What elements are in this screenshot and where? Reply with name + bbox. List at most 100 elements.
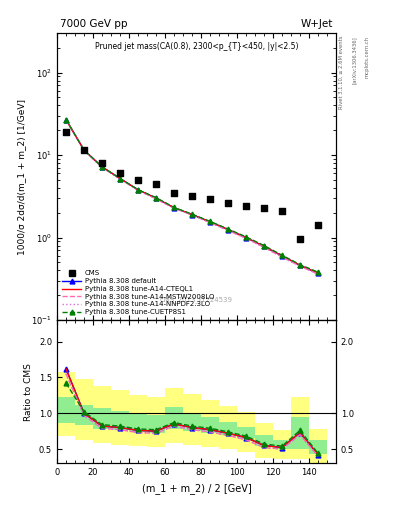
Pythia 8.308 tune-A14-MSTW2008LO xyxy=(136,187,140,193)
Line: Pythia 8.308 tune-A14-MSTW2008LO: Pythia 8.308 tune-A14-MSTW2008LO xyxy=(66,119,318,274)
Pythia 8.308 default xyxy=(298,262,302,268)
Pythia 8.308 default xyxy=(82,147,86,153)
CMS xyxy=(135,176,141,184)
Pythia 8.308 tune-A14-CTEQL1 xyxy=(190,211,195,218)
Text: Pruned jet mass(CA(0.8), 2300<p_{T}<450, |y|<2.5): Pruned jet mass(CA(0.8), 2300<p_{T}<450,… xyxy=(95,42,298,51)
CMS xyxy=(63,128,69,136)
CMS xyxy=(189,192,195,200)
Pythia 8.308 tune-A14-NNPDF2.3LO xyxy=(316,271,320,277)
Pythia 8.308 tune-A14-MSTW2008LO xyxy=(244,235,248,241)
Pythia 8.308 tune-CUETP8S1 xyxy=(208,218,212,224)
Pythia 8.308 tune-A14-CTEQL1 xyxy=(262,243,266,249)
CMS xyxy=(297,236,303,244)
Pythia 8.308 tune-CUETP8S1 xyxy=(136,187,140,193)
Pythia 8.308 tune-A14-MSTW2008LO xyxy=(226,227,230,233)
Pythia 8.308 tune-A14-CTEQL1 xyxy=(316,270,320,276)
CMS xyxy=(261,204,267,212)
Pythia 8.308 tune-A14-MSTW2008LO xyxy=(100,164,105,170)
Pythia 8.308 tune-A14-CTEQL1 xyxy=(118,176,122,182)
Pythia 8.308 tune-CUETP8S1 xyxy=(244,234,248,240)
CMS xyxy=(207,195,213,203)
Pythia 8.308 tune-A14-NNPDF2.3LO xyxy=(244,235,248,241)
Pythia 8.308 tune-A14-MSTW2008LO xyxy=(190,212,195,218)
Y-axis label: Ratio to CMS: Ratio to CMS xyxy=(24,362,33,421)
Pythia 8.308 default xyxy=(316,270,320,276)
Pythia 8.308 default xyxy=(64,116,68,122)
Pythia 8.308 tune-A14-CTEQL1 xyxy=(280,253,285,259)
Pythia 8.308 tune-A14-NNPDF2.3LO xyxy=(190,212,195,218)
Pythia 8.308 tune-A14-MSTW2008LO xyxy=(316,271,320,277)
Legend: CMS, Pythia 8.308 default, Pythia 8.308 tune-A14-CTEQL1, Pythia 8.308 tune-A14-M: CMS, Pythia 8.308 default, Pythia 8.308 … xyxy=(61,269,215,316)
CMS xyxy=(81,146,87,154)
Text: Rivet 3.1.10, ≥ 2.6M events: Rivet 3.1.10, ≥ 2.6M events xyxy=(339,36,344,110)
Pythia 8.308 tune-CUETP8S1 xyxy=(226,226,230,232)
Pythia 8.308 tune-CUETP8S1 xyxy=(172,204,176,210)
CMS xyxy=(99,159,105,167)
Pythia 8.308 tune-A14-MSTW2008LO xyxy=(262,244,266,250)
Line: Pythia 8.308 default: Pythia 8.308 default xyxy=(64,117,320,275)
Pythia 8.308 tune-CUETP8S1 xyxy=(262,243,266,249)
Pythia 8.308 tune-A14-MSTW2008LO xyxy=(154,196,158,202)
Pythia 8.308 tune-A14-NNPDF2.3LO xyxy=(100,164,105,170)
Pythia 8.308 default xyxy=(244,234,248,241)
Pythia 8.308 tune-A14-NNPDF2.3LO xyxy=(154,196,158,202)
Pythia 8.308 tune-CUETP8S1 xyxy=(298,262,302,268)
Pythia 8.308 tune-A14-CTEQL1 xyxy=(100,164,105,170)
Pythia 8.308 tune-A14-MSTW2008LO xyxy=(280,254,285,260)
Pythia 8.308 tune-A14-NNPDF2.3LO xyxy=(64,116,68,122)
Pythia 8.308 tune-A14-CTEQL1 xyxy=(172,205,176,211)
Text: [arXiv:1306.3436]: [arXiv:1306.3436] xyxy=(352,36,357,83)
CMS xyxy=(315,221,321,229)
Pythia 8.308 tune-CUETP8S1 xyxy=(316,269,320,275)
Text: W+Jet: W+Jet xyxy=(301,19,333,29)
Pythia 8.308 tune-A14-CTEQL1 xyxy=(226,226,230,232)
Pythia 8.308 default xyxy=(280,253,285,259)
CMS xyxy=(153,180,159,188)
Pythia 8.308 tune-A14-NNPDF2.3LO xyxy=(82,147,86,153)
Pythia 8.308 tune-A14-MSTW2008LO xyxy=(298,263,302,269)
CMS xyxy=(225,199,231,207)
Pythia 8.308 tune-A14-MSTW2008LO xyxy=(82,147,86,153)
Pythia 8.308 tune-A14-CTEQL1 xyxy=(136,187,140,193)
Pythia 8.308 tune-A14-CTEQL1 xyxy=(154,195,158,201)
Pythia 8.308 tune-A14-NNPDF2.3LO xyxy=(280,254,285,260)
Pythia 8.308 tune-A14-NNPDF2.3LO xyxy=(136,187,140,193)
Pythia 8.308 tune-CUETP8S1 xyxy=(280,252,285,259)
Pythia 8.308 tune-A14-CTEQL1 xyxy=(298,262,302,268)
Pythia 8.308 default xyxy=(262,243,266,249)
CMS xyxy=(279,207,285,215)
X-axis label: (m_1 + m_2) / 2 [GeV]: (m_1 + m_2) / 2 [GeV] xyxy=(141,483,252,494)
Pythia 8.308 tune-A14-CTEQL1 xyxy=(64,116,68,122)
Pythia 8.308 tune-A14-NNPDF2.3LO xyxy=(208,220,212,226)
Pythia 8.308 default xyxy=(190,211,195,218)
CMS xyxy=(171,188,177,197)
Pythia 8.308 default xyxy=(154,195,158,201)
Pythia 8.308 default xyxy=(172,205,176,211)
CMS xyxy=(243,202,249,210)
Pythia 8.308 tune-A14-NNPDF2.3LO xyxy=(298,263,302,269)
Pythia 8.308 tune-A14-MSTW2008LO xyxy=(208,220,212,226)
Pythia 8.308 tune-CUETP8S1 xyxy=(154,195,158,201)
Pythia 8.308 tune-A14-MSTW2008LO xyxy=(118,176,122,182)
Pythia 8.308 default xyxy=(100,164,105,170)
Text: CMS_2013_I1224539: CMS_2013_I1224539 xyxy=(160,296,233,303)
CMS xyxy=(117,169,123,178)
Pythia 8.308 tune-A14-CTEQL1 xyxy=(208,219,212,225)
Pythia 8.308 tune-CUETP8S1 xyxy=(82,147,86,153)
Pythia 8.308 tune-A14-CTEQL1 xyxy=(82,147,86,153)
Line: Pythia 8.308 tune-A14-NNPDF2.3LO: Pythia 8.308 tune-A14-NNPDF2.3LO xyxy=(66,119,318,274)
Pythia 8.308 tune-A14-NNPDF2.3LO xyxy=(226,227,230,233)
Pythia 8.308 tune-A14-NNPDF2.3LO xyxy=(262,244,266,250)
Pythia 8.308 default xyxy=(226,226,230,232)
Pythia 8.308 default xyxy=(208,219,212,225)
Line: Pythia 8.308 tune-A14-CTEQL1: Pythia 8.308 tune-A14-CTEQL1 xyxy=(66,119,318,273)
Pythia 8.308 tune-A14-CTEQL1 xyxy=(244,234,248,241)
Pythia 8.308 tune-A14-NNPDF2.3LO xyxy=(172,205,176,211)
Text: 7000 GeV pp: 7000 GeV pp xyxy=(60,19,127,29)
Y-axis label: 1000/σ 2dσ/d(m_1 + m_2) [1/GeV]: 1000/σ 2dσ/d(m_1 + m_2) [1/GeV] xyxy=(17,99,26,254)
Pythia 8.308 tune-CUETP8S1 xyxy=(100,164,105,170)
Pythia 8.308 default xyxy=(118,176,122,182)
Pythia 8.308 default xyxy=(136,187,140,193)
Pythia 8.308 tune-CUETP8S1 xyxy=(190,211,195,217)
Pythia 8.308 tune-A14-MSTW2008LO xyxy=(172,205,176,211)
